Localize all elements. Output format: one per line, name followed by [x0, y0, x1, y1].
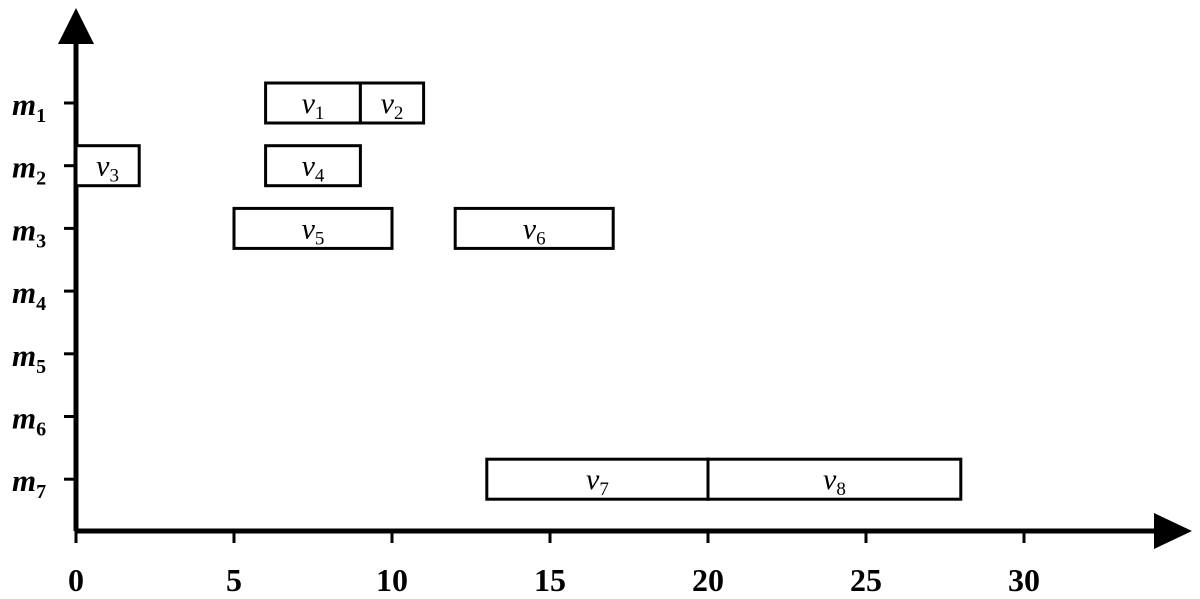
task-label-v6: v6 [523, 212, 546, 249]
y-tick-label: m3 [12, 212, 46, 252]
task-bars: v1 v2 v3 v4 v5 v6 v7 v8 [74, 81, 963, 501]
task-bar-v8 [706, 457, 963, 501]
task-label-v8: v8 [823, 463, 846, 500]
x-ticks: 0 5 10 15 20 25 30 [68, 531, 1040, 598]
task-bar-v5 [232, 206, 394, 250]
task-bar-v3 [74, 144, 141, 188]
task-label-v5: v5 [302, 212, 325, 249]
x-tick-label: 10 [376, 562, 408, 598]
task-label-v4: v4 [302, 150, 325, 187]
axes [58, 8, 1192, 549]
x-tick-label: 30 [1008, 562, 1040, 598]
y-tick-label: m7 [12, 463, 46, 503]
task-bar-v7 [485, 457, 710, 501]
task-label-v3: v3 [96, 150, 119, 187]
y-tick-label: m1 [12, 87, 46, 127]
x-tick-label: 5 [226, 562, 242, 598]
x-tick-label: 20 [692, 562, 724, 598]
y-tick-label: m6 [12, 401, 46, 441]
y-tick-label: m4 [12, 275, 46, 315]
x-tick-label: 0 [68, 562, 84, 598]
task-bar-v6 [453, 206, 615, 250]
y-axis-arrow [58, 8, 94, 44]
task-label-v1: v1 [302, 87, 325, 124]
x-tick-label: 15 [534, 562, 566, 598]
task-bar-v2 [358, 81, 426, 125]
task-bar-v4 [264, 144, 362, 188]
y-ticks: m1 m2 m3 m4 m5 m6 m7 [12, 87, 76, 503]
y-tick-label: m5 [12, 338, 46, 378]
x-tick-label: 25 [850, 562, 882, 598]
task-label-v2: v2 [381, 87, 404, 124]
y-tick-label: m2 [12, 150, 46, 190]
x-axis-arrow [1154, 513, 1192, 549]
task-label-v7: v7 [586, 463, 609, 500]
